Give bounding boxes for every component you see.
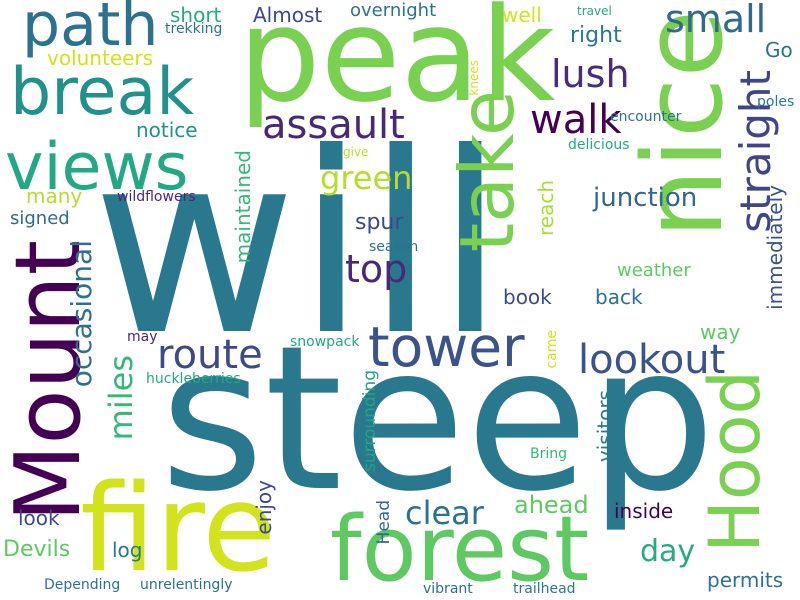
word-16: assault — [262, 102, 405, 148]
word-51: overnight — [350, 0, 437, 21]
word-62: poles — [757, 94, 795, 110]
word-13: route — [157, 332, 263, 378]
word-19: lush — [551, 52, 630, 96]
word-57: wildflowers — [117, 189, 196, 205]
word-61: encounter — [610, 109, 682, 125]
word-33: spur — [355, 210, 404, 235]
word-8: take — [443, 90, 531, 253]
word-28: maintained — [231, 150, 255, 264]
word-22: miles — [102, 355, 140, 441]
word-70: unrelentingly — [140, 577, 233, 593]
word-12: tower — [368, 315, 525, 379]
word-52: volunteers — [47, 46, 154, 70]
word-63: knees — [467, 60, 481, 96]
word-72: trailhead — [513, 581, 576, 597]
word-55: many — [26, 184, 83, 208]
word-27: immediately — [763, 185, 787, 310]
word-24: clear — [405, 494, 484, 532]
word-45: permits — [707, 568, 784, 592]
word-42: enjoy — [252, 480, 276, 535]
word-50: Almost — [253, 3, 323, 27]
word-9: views — [5, 130, 189, 205]
word-43: Head — [374, 500, 394, 545]
word-41: look — [18, 506, 60, 530]
word-35: weather — [617, 260, 691, 281]
word-53: trekking — [165, 21, 223, 37]
word-10: break — [10, 55, 195, 130]
word-39: Devils — [3, 537, 71, 562]
word-1: steep — [160, 303, 716, 536]
word-18: small — [665, 0, 767, 41]
word-2: peak — [238, 0, 556, 131]
word-29: surrounding — [360, 370, 380, 472]
word-26: junction — [593, 183, 698, 213]
word-32: inside — [614, 499, 674, 523]
word-71: vibrant — [423, 581, 473, 597]
word-37: back — [595, 285, 643, 309]
word-30: visitors — [593, 390, 617, 463]
word-60: delicious — [568, 137, 630, 153]
word-56: signed — [10, 208, 70, 229]
word-20: top — [345, 247, 408, 291]
word-11: path — [22, 0, 159, 60]
word-31: ahead — [514, 491, 589, 519]
word-65: may — [127, 329, 158, 345]
word-59: season — [369, 239, 419, 255]
word-68: Bring — [530, 446, 568, 462]
word-14: lookout — [578, 337, 726, 383]
word-44: came — [544, 330, 560, 369]
word-5: forest — [330, 497, 590, 600]
word-64: travel — [577, 4, 612, 18]
word-48: well — [502, 3, 542, 27]
word-23: occasional — [65, 240, 98, 388]
word-36: book — [503, 285, 552, 309]
word-34: reach — [534, 180, 558, 237]
word-58: give — [343, 145, 369, 159]
word-38: way — [700, 320, 741, 344]
word-46: Go — [765, 38, 793, 62]
word-21: green — [320, 159, 413, 197]
word-0: will — [92, 99, 505, 390]
word-25: day — [640, 534, 696, 569]
word-47: right — [570, 23, 622, 48]
word-67: huckleberries — [146, 371, 241, 387]
word-54: notice — [136, 118, 198, 142]
word-4: fire — [80, 460, 277, 599]
word-7: Hood — [694, 370, 776, 553]
word-66: snowpack — [290, 334, 360, 350]
word-69: Depending — [44, 577, 121, 593]
word-17: walk — [530, 97, 622, 143]
word-49: short — [170, 3, 222, 27]
word-40: log — [112, 538, 143, 562]
